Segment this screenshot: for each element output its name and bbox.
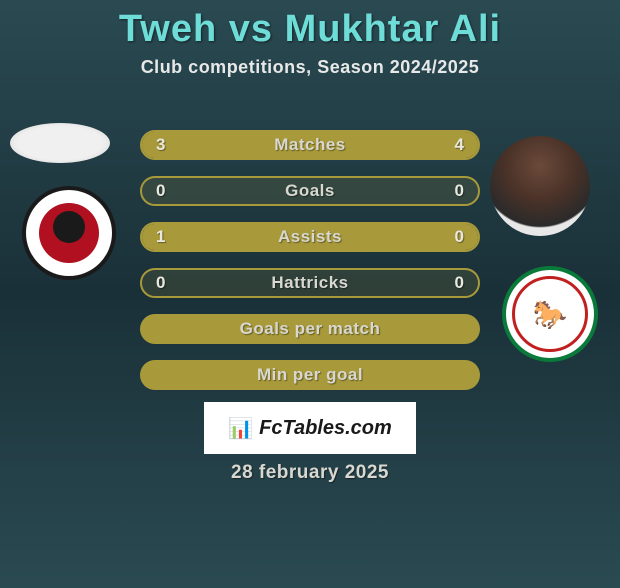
page-title: Tweh vs Mukhtar Ali [0,8,620,51]
club-right-badge: 🐎 [502,266,598,362]
stat-label: Goals [142,178,478,204]
branding-banner: 📊 FcTables.com [204,402,416,454]
date-label: 28 february 2025 [0,462,620,484]
stat-label: Assists [142,224,478,250]
club-left-badge [22,186,116,280]
stat-label: Matches [142,132,478,158]
horse-icon: 🐎 [533,298,568,331]
stat-row: 00Goals [140,176,480,206]
page-subtitle: Club competitions, Season 2024/2025 [0,57,620,78]
player-left-avatar [10,123,110,163]
player-right-avatar [490,136,590,236]
stats-container: 34Matches 00Goals 10Assists 00Hattricks Goal… [140,130,480,406]
stat-row: 00Hattricks [140,268,480,298]
stat-row: 34Matches [140,130,480,160]
stat-row-empty: Min per goal [140,360,480,390]
stat-label: Hattricks [142,270,478,296]
chart-icon: 📊 [228,416,253,441]
branding-text: FcTables.com [259,417,392,440]
stat-row-empty: Goals per match [140,314,480,344]
stat-row: 10Assists [140,222,480,252]
